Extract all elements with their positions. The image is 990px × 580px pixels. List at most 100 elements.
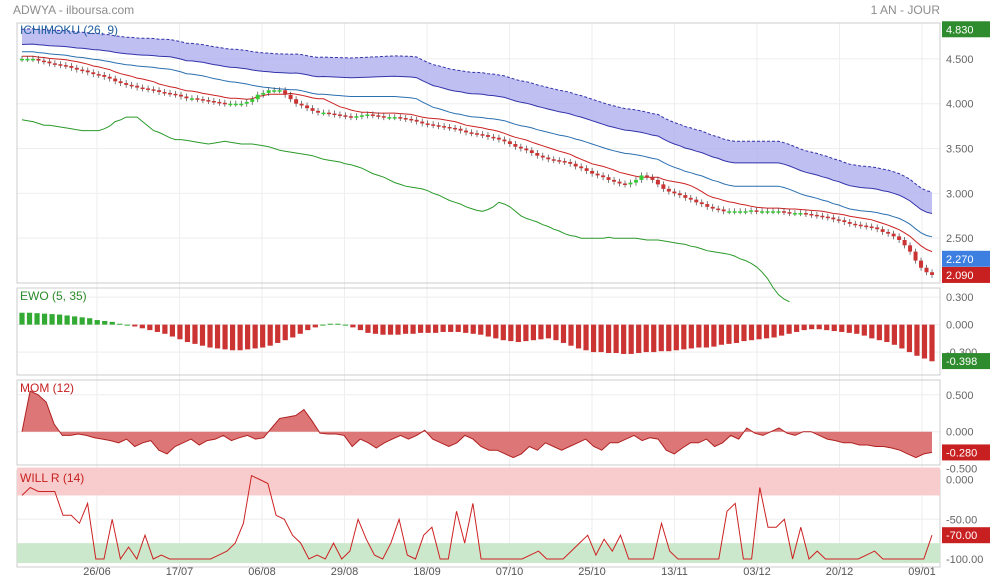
candle bbox=[847, 222, 852, 224]
candle bbox=[535, 153, 540, 156]
ewo-bar bbox=[410, 324, 416, 334]
ewo-bar bbox=[816, 324, 822, 330]
candle bbox=[173, 93, 178, 96]
candle bbox=[908, 245, 913, 252]
candle bbox=[107, 76, 112, 79]
ewo-bar bbox=[846, 324, 852, 333]
ewo-bar bbox=[64, 315, 70, 325]
ewo-bar bbox=[34, 313, 40, 325]
value-tag-label: -0.280 bbox=[946, 447, 977, 459]
candle bbox=[464, 130, 469, 133]
candle bbox=[639, 175, 644, 180]
candle bbox=[475, 133, 479, 135]
ewo-bar bbox=[786, 324, 792, 334]
value-tag bbox=[942, 250, 990, 267]
ewo-bar bbox=[839, 324, 845, 332]
candle bbox=[58, 64, 63, 66]
candle bbox=[354, 116, 359, 118]
value-tag bbox=[942, 527, 990, 544]
candle bbox=[836, 219, 841, 221]
ewo-bar bbox=[380, 324, 386, 335]
candle bbox=[568, 161, 573, 164]
candle bbox=[326, 112, 331, 115]
ewo-bar bbox=[763, 324, 770, 339]
candle bbox=[30, 58, 35, 61]
tenkan-sen bbox=[22, 55, 933, 253]
ewo-bar bbox=[688, 324, 694, 349]
x-tick-label: 20/12 bbox=[826, 566, 854, 578]
candle bbox=[195, 98, 200, 100]
candle bbox=[370, 114, 375, 116]
candle bbox=[743, 211, 748, 213]
ewo-bar bbox=[305, 324, 311, 331]
ewo-bar bbox=[327, 323, 333, 325]
ewo-bar bbox=[914, 324, 920, 356]
value-tag-label: 2.090 bbox=[946, 270, 974, 282]
y-tick-label: -50.00 bbox=[946, 514, 977, 526]
ewo-bar bbox=[636, 324, 642, 354]
ewo-bar bbox=[733, 324, 740, 343]
ewo-bar bbox=[463, 324, 469, 333]
x-tick-label: 06/08 bbox=[248, 566, 276, 578]
x-tick-label: 25/10 bbox=[578, 566, 606, 578]
ewo-bar bbox=[726, 324, 732, 344]
panel-frame bbox=[16, 379, 941, 466]
ewo-bar bbox=[402, 324, 409, 334]
candle bbox=[765, 211, 770, 213]
candle bbox=[442, 126, 447, 128]
y-tick-label: 3.500 bbox=[946, 144, 974, 156]
x-tick-label: 03/12 bbox=[743, 566, 771, 578]
candle bbox=[880, 229, 885, 232]
ewo-bar bbox=[177, 324, 183, 340]
willr-title: WILL R (14) bbox=[20, 471, 84, 485]
candle bbox=[869, 226, 874, 229]
candle bbox=[261, 92, 266, 95]
willr-line bbox=[17, 467, 940, 564]
ewo-bar bbox=[756, 324, 762, 340]
candle bbox=[189, 98, 194, 100]
ewo-bar bbox=[583, 324, 589, 351]
ewo-bar bbox=[696, 324, 702, 348]
ewo-bar bbox=[718, 324, 725, 345]
ewo-bar bbox=[643, 324, 649, 353]
candle bbox=[283, 90, 288, 95]
candle bbox=[803, 213, 808, 215]
ewo-bar bbox=[297, 324, 303, 334]
ewo-bar bbox=[703, 324, 709, 348]
candle bbox=[453, 127, 458, 130]
candle bbox=[47, 61, 52, 64]
candle bbox=[809, 213, 814, 216]
candle bbox=[562, 161, 567, 163]
ewo-bar bbox=[884, 324, 890, 343]
ewo-bar bbox=[861, 324, 867, 336]
candle bbox=[655, 179, 660, 185]
candle bbox=[617, 181, 622, 184]
candle bbox=[902, 239, 907, 246]
candle bbox=[80, 69, 85, 72]
ewo-bar bbox=[229, 324, 236, 351]
ewo-bar bbox=[357, 324, 364, 331]
ewo-bar bbox=[350, 324, 356, 328]
candle bbox=[694, 199, 699, 203]
ewo-bar bbox=[869, 324, 875, 339]
ewo-bar bbox=[666, 324, 672, 352]
ewo-bar bbox=[117, 323, 123, 325]
candle bbox=[924, 267, 929, 273]
candle bbox=[699, 202, 704, 205]
candle bbox=[601, 175, 606, 178]
candle bbox=[266, 90, 271, 93]
candle bbox=[573, 163, 578, 167]
kumo-cloud bbox=[22, 28, 932, 214]
candle bbox=[332, 113, 337, 116]
x-tick-label: 26/06 bbox=[83, 566, 111, 578]
ewo-bar bbox=[162, 324, 168, 334]
candle bbox=[118, 81, 123, 84]
ewo-bar bbox=[929, 324, 935, 362]
candle bbox=[398, 117, 403, 119]
candle bbox=[250, 99, 255, 102]
candle bbox=[244, 101, 249, 104]
ewo-bar bbox=[921, 324, 928, 359]
candle bbox=[551, 159, 556, 161]
candle bbox=[200, 99, 205, 101]
candle bbox=[491, 136, 496, 139]
